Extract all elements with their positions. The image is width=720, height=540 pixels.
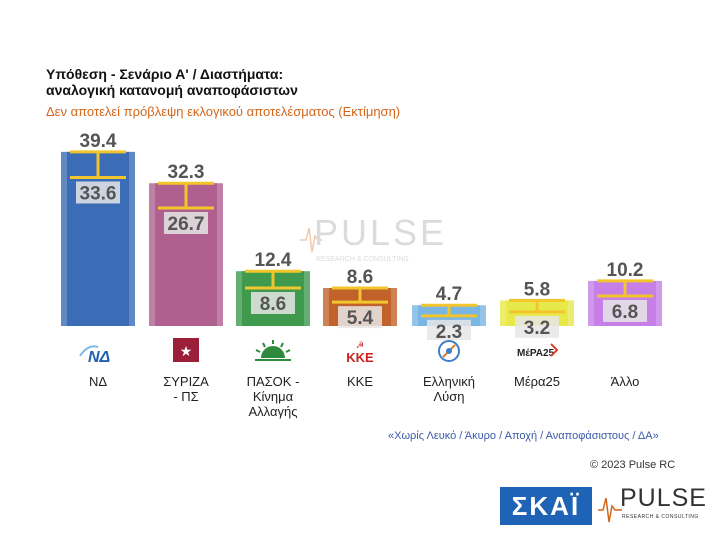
category-label-line: Μέρα25 — [514, 374, 560, 389]
upper-value-label: 12.4 — [255, 250, 292, 271]
upper-value-label: 8.6 — [347, 267, 373, 288]
pulse-logo-subtext: RESEARCH & CONSULTING — [622, 514, 699, 520]
chart-title-line-2: αναλογική κατανομή αναποφάσιστων — [46, 82, 298, 98]
lower-value-label: 3.2 — [524, 318, 550, 339]
copyright: © 2023 Pulse RC — [590, 459, 676, 471]
category-label: ΣΥΡΙΖΑ - ΠΣ — [141, 374, 231, 404]
category-label-line: ΣΥΡΙΖΑ — [163, 374, 209, 389]
svg-text:ΚΚΕ: ΚΚΕ — [346, 350, 374, 364]
chart-title: Υπόθεση - Σενάριο Α' / Διαστήματα: αναλο… — [46, 66, 466, 98]
lower-value-label: 33.6 — [80, 183, 117, 204]
category-label-line: Αλλαγής — [248, 404, 298, 419]
category-label-line: ΚΚΕ — [346, 374, 373, 389]
watermark-subtext: RESEARCH & CONSULTING — [316, 256, 409, 263]
upper-value-label: 39.4 — [80, 131, 117, 152]
category-label-line: ΝΔ — [88, 374, 108, 389]
category-label-line: ΠΑΣΟΚ - — [246, 374, 300, 389]
bar — [67, 151, 129, 326]
lower-value-box — [338, 306, 382, 329]
kke-logo-icon: ☭ ΚΚΕ — [338, 338, 382, 365]
category-label-line: Λύση — [433, 389, 465, 404]
upper-value-label: 10.2 — [607, 260, 644, 281]
nd-logo-icon: ΝΔ — [76, 338, 120, 366]
svg-text:☭: ☭ — [356, 341, 364, 351]
lower-value-box — [515, 315, 559, 338]
watermark-pulse-line-icon — [300, 227, 322, 253]
category-label: Μέρα25 — [492, 374, 582, 389]
category-label: ΠΑΣΟΚ - Κίνημα Αλλαγής — [228, 374, 318, 419]
category-label: ΚΚΕ — [315, 374, 405, 389]
category-label-line: Κίνημα — [252, 389, 294, 404]
lower-value-box — [603, 299, 647, 322]
lower-value-label: 26.7 — [168, 214, 205, 235]
svg-text:ΜέΡΑ25: ΜέΡΑ25 — [517, 348, 555, 359]
chart-subtitle: Δεν αποτελεί πρόβλεψη εκλογικού αποτελέσ… — [46, 104, 401, 119]
category-label: ΝΔ — [53, 374, 143, 389]
pulse-line-icon — [598, 497, 622, 523]
footnote: «Χωρίς Λευκό / Άκυρο / Αποχή / Αναποφάσι… — [388, 430, 659, 442]
lower-value-label: 8.6 — [260, 294, 286, 315]
svg-text:ΝΔ: ΝΔ — [88, 349, 111, 364]
syriza-logo-icon: ★ — [164, 338, 208, 364]
lower-value-box — [164, 211, 208, 234]
lower-value-box — [251, 291, 295, 314]
chart-title-line-1: Υπόθεση - Σενάριο Α' / Διαστήματα: — [46, 66, 284, 82]
bar-chart: 39.4 33.6 32.3 26.7 12.4 8.6 8.6 5.4 4.7 2.3 5.8 3.… — [61, 131, 662, 340]
pasok-logo-icon — [251, 338, 295, 364]
category-label-line: - ΠΣ — [173, 389, 199, 404]
pulse-watermark: PULSE RESEARCH & CONSULTING — [300, 210, 450, 270]
lower-value-box — [427, 319, 471, 340]
lower-value-box — [76, 181, 120, 204]
elliniki-lysi-logo-icon — [427, 338, 471, 364]
upper-value-label: 32.3 — [168, 162, 205, 183]
lower-value-label: 6.8 — [612, 302, 638, 323]
category-label: Ελληνική Λύση — [404, 374, 494, 404]
upper-value-label: 5.8 — [524, 279, 550, 300]
pulse-logo-word: PULSE — [620, 484, 707, 512]
category-label-line: Άλλο — [610, 374, 640, 389]
lower-value-label: 5.4 — [347, 308, 374, 329]
category-label-line: Ελληνική — [422, 374, 476, 389]
upper-value-label: 4.7 — [436, 284, 462, 305]
watermark-word: PULSE — [314, 212, 448, 253]
mera25-logo-icon: ΜέΡΑ25 — [515, 338, 559, 364]
skai-logo: ΣΚΑΪ — [500, 487, 592, 525]
pulse-logo: PULSE RESEARCH & CONSULTING — [598, 484, 710, 528]
svg-text:★: ★ — [180, 344, 193, 360]
lower-value-label: 2.3 — [436, 322, 462, 340]
category-label: Άλλο — [580, 374, 670, 389]
